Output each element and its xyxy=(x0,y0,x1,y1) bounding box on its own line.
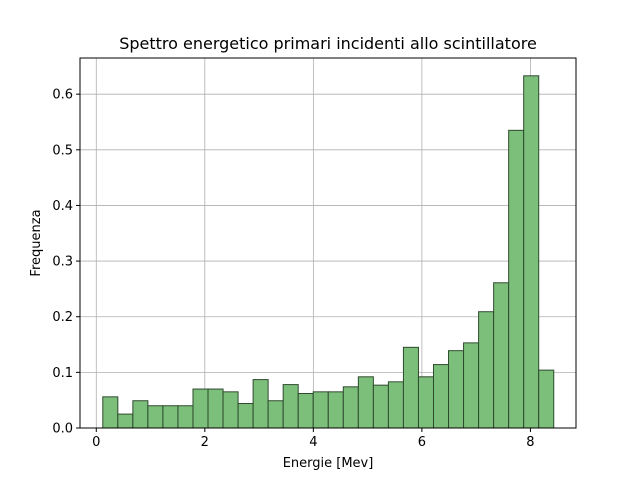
histogram-bar xyxy=(402,346,419,429)
x-tick-label: 8 xyxy=(526,435,534,450)
x-tick-label: 2 xyxy=(201,435,209,450)
histogram-bar xyxy=(237,403,254,429)
histogram-bar xyxy=(282,384,299,429)
histogram-bar xyxy=(177,405,194,429)
plot-frame xyxy=(79,57,577,429)
y-tick-label: 0.1 xyxy=(52,366,73,381)
histogram-bar xyxy=(297,393,314,429)
x-axis-ticks: 0 2 4 6 8 xyxy=(92,428,535,450)
x-tick-label: 6 xyxy=(418,435,426,450)
histogram-bar xyxy=(523,75,540,429)
y-tick-label: 0.0 xyxy=(52,422,73,437)
histogram-bar xyxy=(357,376,374,429)
chart-title: Spettro energetico primari incidenti all… xyxy=(119,34,537,53)
x-tick-label: 0 xyxy=(92,435,100,450)
histogram-bar xyxy=(132,400,149,429)
grid xyxy=(80,58,576,429)
histogram-bar xyxy=(327,391,344,429)
histogram-bar xyxy=(372,384,389,429)
histogram-bar xyxy=(448,350,465,429)
histogram-bar xyxy=(222,391,239,429)
y-tick-label: 0.5 xyxy=(52,143,73,158)
histogram-bar xyxy=(538,369,555,429)
y-tick-label: 0.6 xyxy=(52,88,73,103)
histogram-bar xyxy=(147,405,164,429)
histogram-bar xyxy=(117,413,134,429)
histogram-bar xyxy=(162,405,179,429)
y-tick-label: 0.4 xyxy=(52,199,73,214)
y-axis-label: Frequenza xyxy=(29,209,44,276)
x-axis-label: Energie [Mev] xyxy=(283,456,374,471)
y-tick-label: 0.2 xyxy=(52,310,73,325)
histogram-bar xyxy=(267,400,284,429)
histogram-bar xyxy=(493,282,510,429)
histogram-bar xyxy=(207,388,224,429)
histogram-bar xyxy=(252,379,269,429)
histogram-bar xyxy=(387,381,404,429)
bars xyxy=(102,75,555,429)
histogram-bar xyxy=(432,364,450,429)
histogram-bar xyxy=(312,391,329,429)
y-axis-ticks: 0.0 0.1 0.2 0.3 0.4 0.5 0.6 xyxy=(52,88,80,437)
histogram-bar xyxy=(478,311,495,429)
y-tick-label: 0.3 xyxy=(52,255,73,270)
histogram-bar xyxy=(508,129,525,429)
histogram-bar xyxy=(192,388,209,429)
histogram-bar xyxy=(102,396,119,429)
histogram-bar xyxy=(463,342,480,429)
x-tick-label: 4 xyxy=(309,435,317,450)
histogram-bar xyxy=(342,386,359,429)
histogram-bar xyxy=(417,376,434,429)
